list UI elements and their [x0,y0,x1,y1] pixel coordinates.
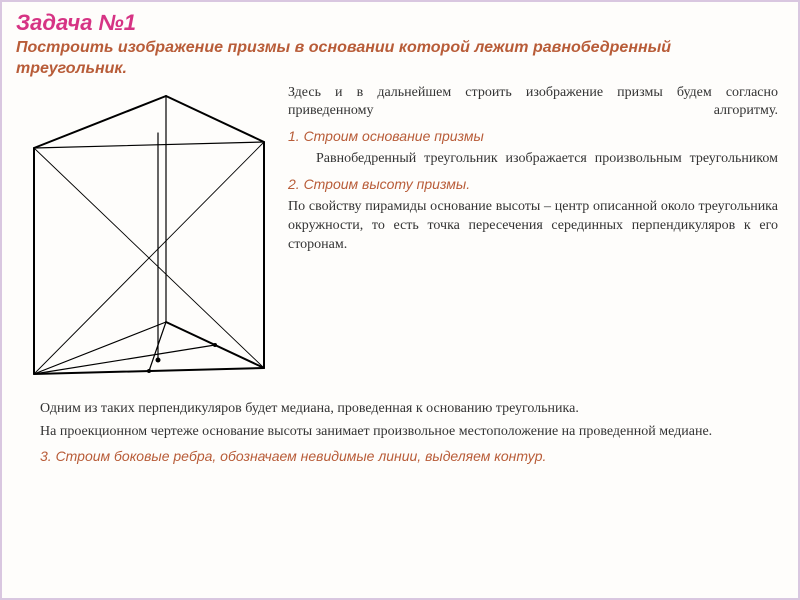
diagram-column [16,84,276,398]
paragraph-4: На проекционном чертеже основание высоты… [40,423,774,442]
prism-diagram [16,88,276,398]
paragraph-2: По свойству пирамиды основание высоты – … [288,198,778,255]
content-row: Здесь и в дальнейшем строить изображение… [16,84,778,398]
intro-paragraph: Здесь и в дальнейшем строить изображение… [288,84,778,122]
problem-title: Задача №1 [16,10,778,36]
full-width-block: Одним из таких перпендикуляров будет мед… [16,400,778,467]
paragraph-3: Одним из таких перпендикуляров будет мед… [40,400,774,419]
step-3: 3. Строим боковые ребра, обозначаем неви… [40,447,774,466]
paragraph-1: Равнобедренный треугольник изображается … [288,150,778,169]
problem-subtitle: Построить изображение призмы в основании… [16,38,778,80]
step-1: 1. Строим основание призмы [288,127,778,146]
text-column: Здесь и в дальнейшем строить изображение… [288,84,778,261]
step-2: 2. Строим высоту призмы. [288,175,778,194]
